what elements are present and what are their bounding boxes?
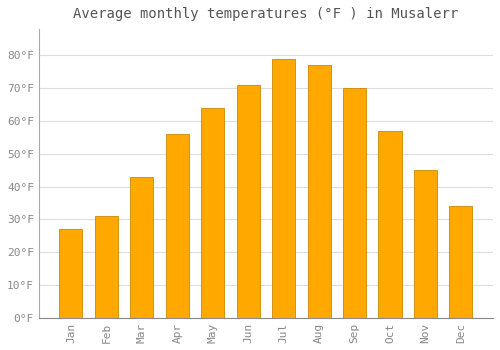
Bar — [166, 134, 189, 318]
Bar — [308, 65, 330, 318]
Bar — [130, 177, 154, 318]
Bar — [343, 88, 366, 318]
Bar — [201, 108, 224, 318]
Bar — [450, 206, 472, 318]
Bar — [60, 229, 82, 318]
Bar — [272, 58, 295, 318]
Title: Average monthly temperatures (°F ) in Musalerr: Average monthly temperatures (°F ) in Mu… — [74, 7, 458, 21]
Bar — [378, 131, 402, 318]
Bar — [236, 85, 260, 318]
Bar — [95, 216, 118, 318]
Bar — [414, 170, 437, 318]
